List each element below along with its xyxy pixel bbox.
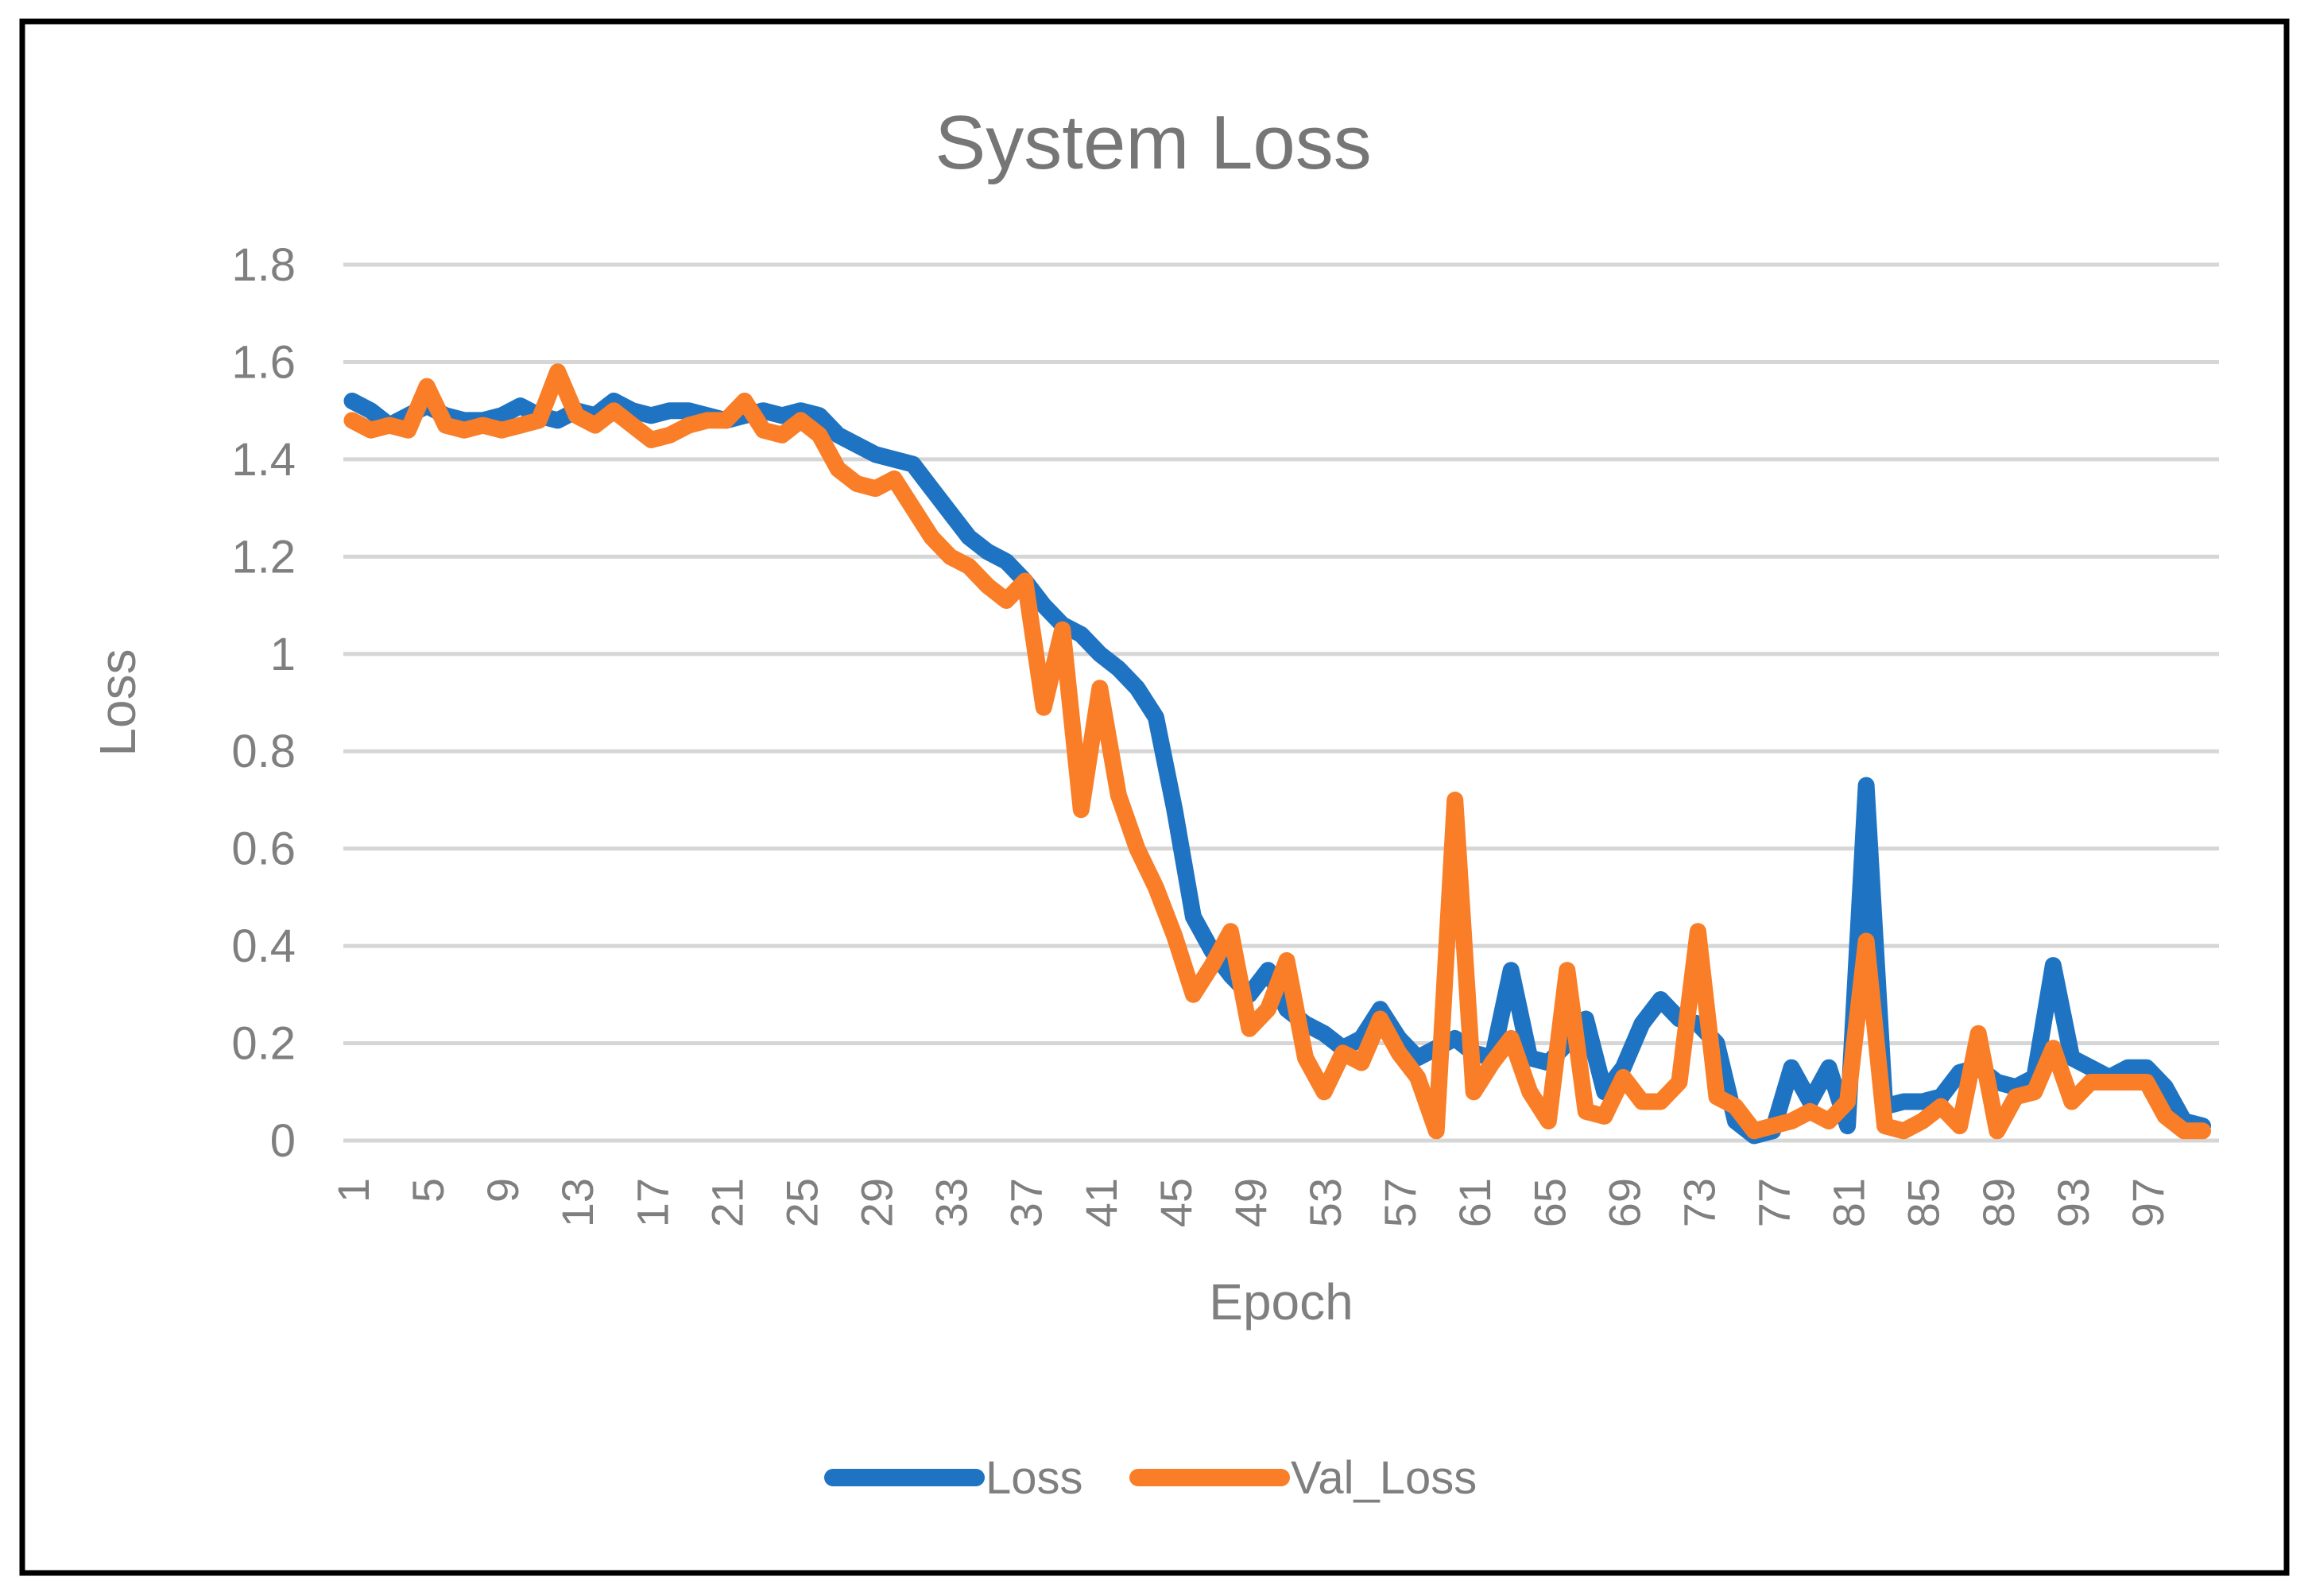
x-tick-label: 33 <box>927 1178 977 1227</box>
x-axis-tick-labels: 1 5 9 13 17 21 25 29 33 37 41 45 49 53 57 61 65 69 73 77 81 8… <box>328 1178 2173 1227</box>
y-axis-tick-labels: 0 0.2 0.4 0.6 0.8 1 1.2 1.4 1.6 1.8 <box>231 239 296 1167</box>
val-loss-line <box>343 363 2211 1140</box>
x-tick-label: 61 <box>1450 1178 1500 1227</box>
y-tick-label: 1.6 <box>231 336 296 388</box>
x-tick-label: 13 <box>552 1178 602 1227</box>
x-tick-label: 57 <box>1375 1178 1425 1227</box>
y-tick-label: 0.8 <box>231 726 296 777</box>
y-tick-label: 1.4 <box>231 434 296 486</box>
chart-title: System Loss <box>935 100 1372 185</box>
y-tick-label: 0.2 <box>231 1018 296 1070</box>
x-tick-label: 77 <box>1749 1178 1799 1227</box>
y-tick-label: 1.2 <box>231 531 296 583</box>
x-tick-label: 37 <box>1001 1178 1051 1227</box>
x-tick-label: 69 <box>1599 1178 1649 1227</box>
y-tick-label: 0 <box>270 1115 296 1167</box>
x-tick-label: 5 <box>403 1178 453 1203</box>
x-tick-label: 29 <box>852 1178 902 1227</box>
x-tick-label: 85 <box>1899 1178 1949 1227</box>
x-tick-label: 97 <box>2123 1178 2173 1227</box>
x-tick-label: 9 <box>478 1178 528 1203</box>
x-tick-label: 1 <box>328 1178 378 1203</box>
legend: Loss Val_Loss <box>824 1452 1477 1504</box>
x-tick-label: 73 <box>1674 1178 1724 1227</box>
y-tick-label: 1.8 <box>231 239 296 291</box>
x-tick-label: 81 <box>1824 1178 1874 1227</box>
gridlines <box>343 262 2219 1143</box>
x-tick-label: 53 <box>1300 1178 1350 1227</box>
y-tick-label: 0.4 <box>231 920 296 972</box>
legend-label: Loss <box>986 1452 1083 1504</box>
data-series-lines <box>343 363 2211 1145</box>
x-tick-label: 45 <box>1151 1178 1201 1227</box>
x-axis-title: Epoch <box>1209 1273 1353 1331</box>
x-tick-label: 21 <box>702 1178 752 1227</box>
x-tick-label: 41 <box>1076 1178 1126 1227</box>
legend-label: Val_Loss <box>1291 1452 1477 1504</box>
x-tick-label: 93 <box>2048 1178 2098 1227</box>
x-tick-label: 65 <box>1524 1178 1574 1227</box>
x-tick-label: 49 <box>1226 1178 1276 1227</box>
x-tick-label: 89 <box>1973 1178 2023 1227</box>
chart-border <box>19 18 2290 1576</box>
y-axis-title: Loss <box>89 649 146 756</box>
y-tick-label: 0.6 <box>231 823 296 875</box>
x-tick-label: 25 <box>776 1178 827 1227</box>
x-tick-label: 17 <box>627 1178 677 1227</box>
y-tick-label: 1 <box>270 629 296 680</box>
